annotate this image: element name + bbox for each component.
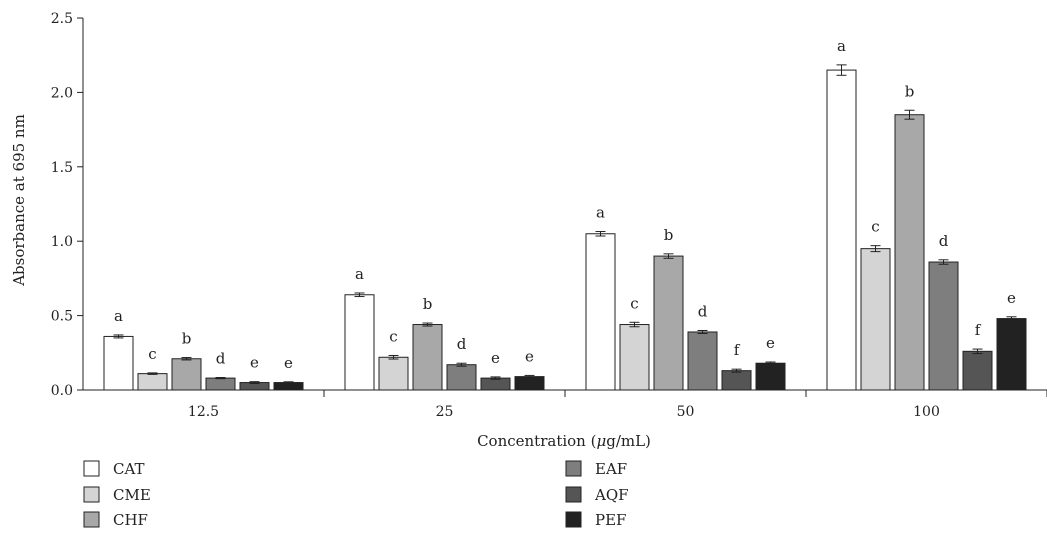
significance-label: b xyxy=(664,226,674,244)
bar-pef xyxy=(755,362,786,391)
plot-area: 0.0 0.5 1.0 1.5 2.0 2.5 12.5 25 50 100 a a a a c c c c b b b… xyxy=(51,11,1047,420)
significance-label: a xyxy=(596,204,605,222)
significance-label: d xyxy=(939,232,949,250)
significance-label: d xyxy=(457,335,467,353)
bar-aqf xyxy=(721,370,752,391)
significance-label: e xyxy=(491,349,500,367)
significance-label: f xyxy=(975,321,982,339)
y-tick-label: 2.0 xyxy=(51,85,73,101)
bar-cme xyxy=(378,356,409,391)
significance-label: b xyxy=(182,330,192,348)
significance-label: a xyxy=(837,37,846,55)
legend-label-chf: CHF xyxy=(113,511,148,529)
significance-label: c xyxy=(148,345,156,363)
significance-label: d xyxy=(698,302,708,320)
significance-label: c xyxy=(630,294,638,312)
significance-label: b xyxy=(905,82,915,100)
significance-label: c xyxy=(389,327,397,345)
legend-swatch-pef xyxy=(565,511,582,528)
legend-swatch-cme xyxy=(83,486,100,503)
bar-eaf xyxy=(928,261,959,391)
x-tick-label: 12.5 xyxy=(188,404,219,420)
significance-label: e xyxy=(284,354,293,372)
significance-label: b xyxy=(423,295,433,313)
bar-cme xyxy=(619,324,650,391)
y-tick-label: 1.5 xyxy=(51,160,73,176)
bar-cme xyxy=(137,373,168,391)
significance-label: e xyxy=(250,354,259,372)
significance-label: f xyxy=(734,341,741,359)
bar-cat xyxy=(826,69,857,391)
x-axis-title-mu: μ xyxy=(596,432,606,450)
bar-eaf xyxy=(446,364,477,391)
y-tick-label: 0.0 xyxy=(51,383,73,399)
bar-pef xyxy=(996,318,1027,391)
bar-chf xyxy=(412,324,443,391)
bar-aqf xyxy=(480,377,511,391)
bar-chf xyxy=(894,114,925,391)
y-tick-label: 0.5 xyxy=(51,309,73,325)
legend-label-pef: PEF xyxy=(595,511,626,529)
bar-cat xyxy=(103,335,134,391)
significance-label: e xyxy=(525,347,534,365)
y-tick-label: 2.5 xyxy=(51,11,73,27)
bar-chf xyxy=(171,358,202,391)
x-axis-title-suffix: g/mL) xyxy=(606,432,651,450)
significance-label: a xyxy=(114,307,123,325)
bar-cat xyxy=(585,233,616,391)
legend-swatch-chf xyxy=(83,511,100,528)
significance-label: e xyxy=(1007,289,1016,307)
legend-label-cat: CAT xyxy=(113,460,145,478)
bar-chf xyxy=(653,255,684,391)
significance-label: e xyxy=(766,334,775,352)
significance-label: d xyxy=(216,350,226,368)
bar-pef xyxy=(514,376,545,391)
bar-cme xyxy=(860,248,891,391)
legend-label-cme: CME xyxy=(113,486,151,504)
x-tick-label: 50 xyxy=(677,404,695,420)
y-axis-title: Absorbance at 695 nm xyxy=(10,114,28,287)
legend-label-eaf: EAF xyxy=(595,460,627,478)
y-tick-label: 1.0 xyxy=(51,234,73,250)
bar-eaf xyxy=(687,331,718,391)
bar-cat xyxy=(344,294,375,391)
significance-label: a xyxy=(355,265,364,283)
x-tick-label: 100 xyxy=(913,404,940,420)
legend-swatch-eaf xyxy=(565,460,582,477)
legend: CAT CME CHF EAF AQF PEF xyxy=(83,460,629,529)
bar-aqf xyxy=(962,350,993,391)
legend-swatch-aqf xyxy=(565,486,582,503)
significance-label: c xyxy=(871,218,879,236)
x-axis-title: Concentration (μg/mL) xyxy=(477,432,651,450)
x-tick-label: 25 xyxy=(436,404,454,420)
legend-label-aqf: AQF xyxy=(594,486,629,504)
x-axis-title-prefix: Concentration ( xyxy=(477,432,596,450)
bar-eaf xyxy=(205,377,236,391)
legend-swatch-cat xyxy=(83,460,100,477)
